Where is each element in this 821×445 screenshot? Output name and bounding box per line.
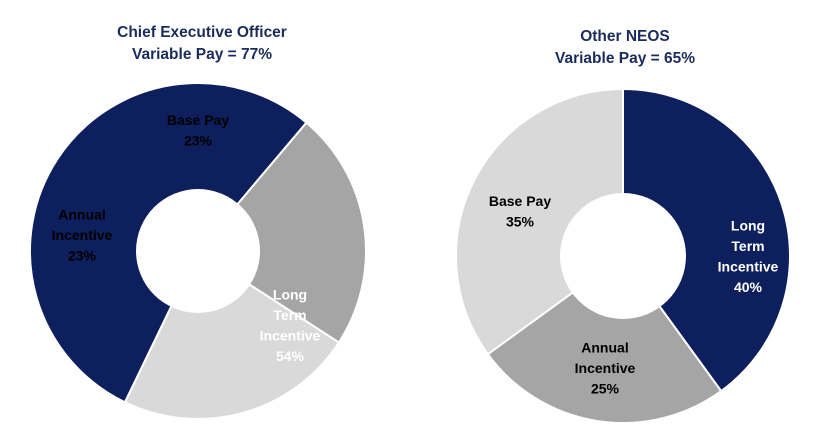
- ceo-label-annual-incentive: Annual Incentive 23%: [52, 207, 113, 264]
- neo-slice-annual-incentive: [486, 254, 723, 424]
- neo-label-long-term-incentive: Long Term Incentive 40%: [718, 217, 779, 295]
- neo-label-annual-incentive-line: Annual: [581, 340, 628, 356]
- ceo-title-line-1: Chief Executive Officer: [117, 24, 287, 41]
- ceo-chart-title: Chief Executive Officer Variable Pay = 7…: [82, 22, 322, 66]
- neo-donut-hole: [560, 193, 686, 319]
- neo-title-line-2: Variable Pay = 65%: [554, 50, 696, 67]
- neo-label-long-term-incentive-line: Incentive: [718, 258, 779, 274]
- neo-label-base-pay-line: Base Pay: [489, 193, 551, 209]
- ceo-label-long-term-incentive-line: Incentive: [260, 327, 321, 343]
- ceo-label-annual-incentive-line: Annual: [58, 207, 105, 223]
- ceo-label-annual-incentive-line: 23%: [68, 248, 97, 264]
- ceo-title-line-2: Variable Pay = 77%: [131, 46, 273, 63]
- ceo-label-long-term-incentive-line: Long: [273, 286, 307, 302]
- neo-label-base-pay: Base Pay 35%: [489, 193, 551, 230]
- ceo-label-long-term-incentive: Long Term Incentive 54%: [260, 286, 321, 364]
- ceo-label-base-pay-line: 23%: [184, 132, 213, 148]
- neo-label-long-term-incentive-line: Term: [731, 238, 764, 254]
- neo-label-long-term-incentive-line: Long: [731, 217, 765, 233]
- ceo-label-annual-incentive-line: Incentive: [52, 227, 113, 243]
- ceo-donut: Base Pay 23% Long Term Incentive 54% Annual Inc…: [29, 82, 367, 420]
- neo-label-annual-incentive: Annual Incentive 25%: [575, 340, 636, 397]
- neo-donut: Long Term Incentive 40% Annual Incentive 25% Ba…: [455, 87, 791, 424]
- ceo-donut-hole: [136, 189, 260, 313]
- ceo-label-long-term-incentive-line: 54%: [276, 348, 305, 364]
- ceo-label-long-term-incentive-line: Term: [273, 307, 306, 323]
- neo-label-base-pay-line: 35%: [506, 213, 535, 229]
- ceo-label-base-pay: Base Pay 23%: [167, 112, 229, 149]
- ceo-slice-annual-incentive: [196, 121, 367, 344]
- neo-chart-title: Other NEOS Variable Pay = 65%: [505, 26, 745, 70]
- neo-label-annual-incentive-line: 25%: [591, 381, 620, 397]
- neo-title-line-1: Other NEOS: [580, 28, 670, 45]
- ceo-label-base-pay-line: Base Pay: [167, 112, 229, 128]
- neo-slice-base-pay: [455, 87, 624, 356]
- neo-slice-long-term-incentive: [622, 87, 791, 393]
- neo-label-annual-incentive-line: Incentive: [575, 360, 636, 376]
- neo-label-long-term-incentive-line: 40%: [734, 279, 763, 295]
